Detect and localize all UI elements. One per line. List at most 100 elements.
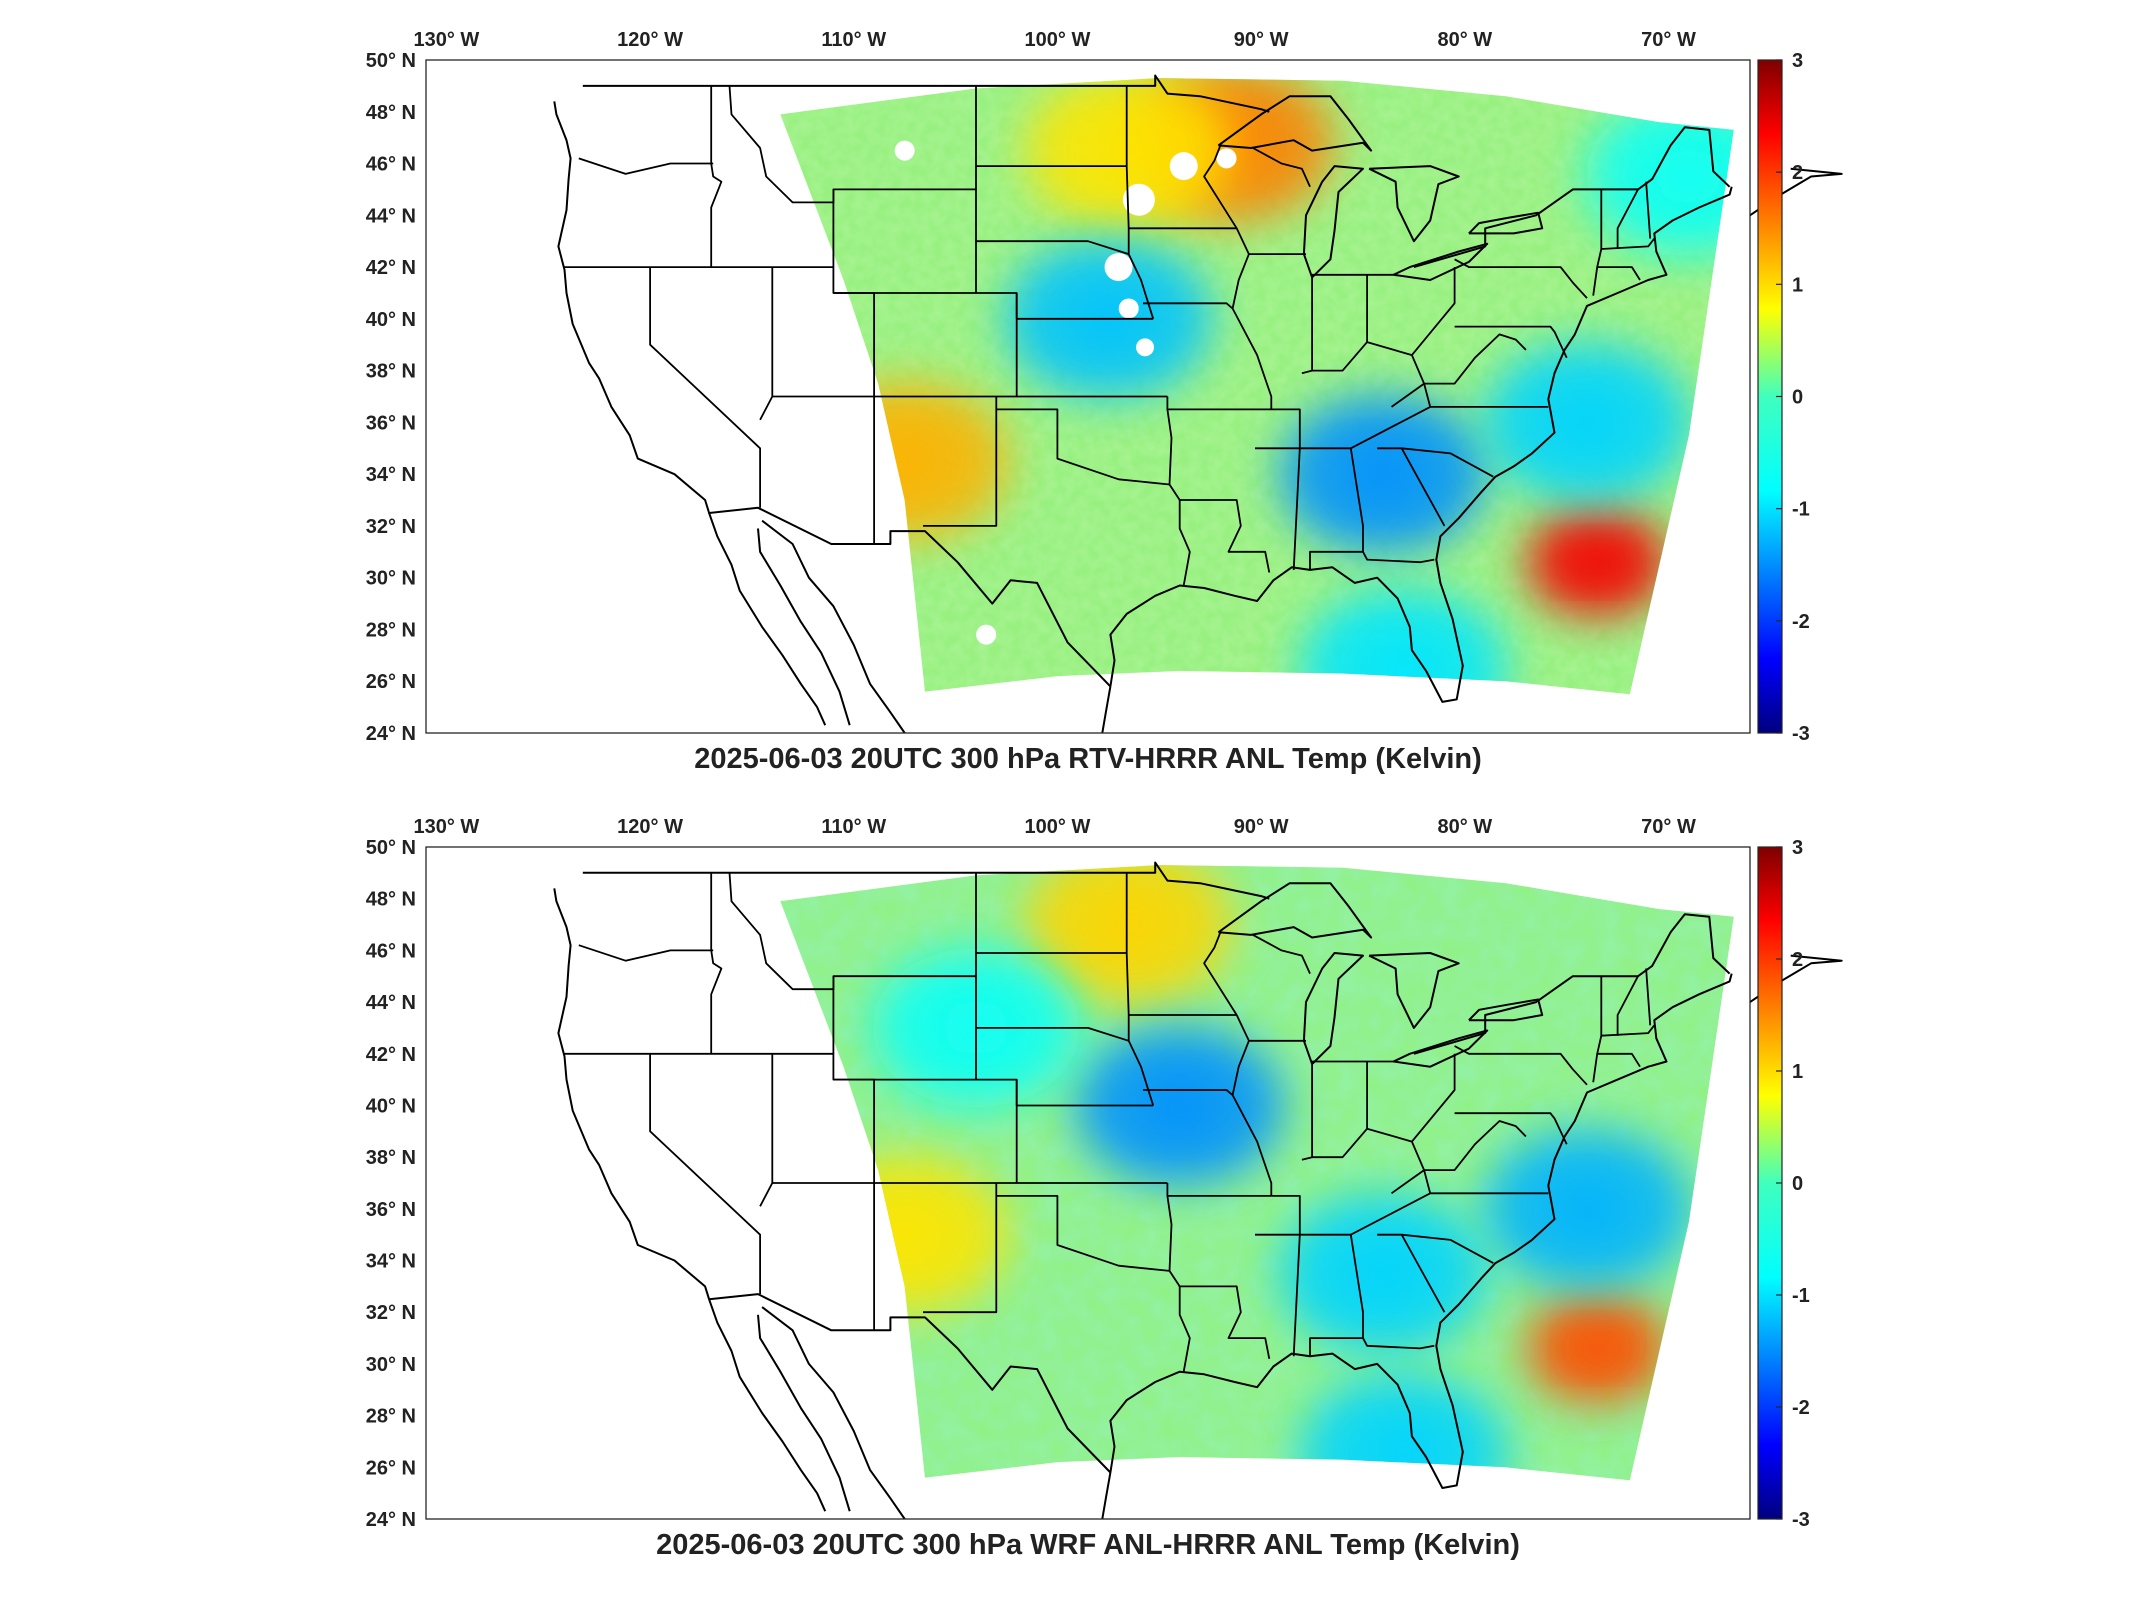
x-tick-label: 80° W [1437,816,1492,838]
missing-data-patch [976,624,997,645]
anomaly-core [1092,896,1165,953]
y-tick-label: 38° N [366,361,416,383]
state-boundary [1454,258,1588,299]
state-boundary [1411,267,1456,356]
state-boundary [1390,333,1527,408]
missing-data-patch [1136,338,1155,357]
state-boundary [1271,1192,1549,1236]
state-boundary [1178,500,1191,586]
colorbar-tick-label: 0 [1792,387,1803,409]
x-tick-label: 80° W [1437,29,1492,51]
missing-data-patch [1118,298,1139,319]
state-boundary [1292,1234,1301,1357]
y-tick-label: 34° N [366,1251,416,1273]
state-boundary [1454,1112,1568,1145]
state-boundary [1616,975,1639,1036]
missing-data-patch [894,140,915,161]
state-boundary [1179,1285,1271,1359]
coastline [708,1293,1112,1474]
state-boundary [1377,447,1446,527]
state-boundary [1292,448,1301,570]
state-boundary [1179,499,1271,573]
y-tick-label: 30° N [366,568,416,590]
y-tick-label: 24° N [366,1509,416,1531]
state-boundary [710,872,723,1054]
panel-1: 130° W 120° W 110° W 100° W 90° W 80° W 70° W 5… [366,29,1843,775]
state-boundary [649,267,761,508]
colorbar-tick-label: 1 [1792,1061,1803,1083]
state-boundary [1015,293,1168,398]
y-tick-label: 32° N [366,516,416,538]
coastline [553,888,827,1512]
missing-data-patch [1104,253,1133,282]
coastline [757,1314,851,1512]
state-boundary [1166,1183,1272,1197]
state-boundary [1645,968,1652,1026]
state-boundary [923,1195,998,1314]
anomaly-core [1347,1245,1420,1302]
y-tick-label: 50° N [366,837,416,859]
state-boundary [728,85,976,204]
state-boundary [923,409,998,527]
state-boundary [728,872,976,991]
state-boundary [1125,872,1237,1016]
state-boundary [976,1027,1129,1042]
anomaly-core [1092,122,1165,179]
state-boundary [1597,266,1641,281]
colorbar-tick-label: 3 [1792,50,1803,72]
state-boundary [1362,551,1435,564]
map-outlines [553,74,1843,734]
state-boundary [1203,145,1238,229]
lake-outline [1368,165,1460,243]
colorbar-tick-label: 2 [1792,162,1803,184]
coastline [1413,913,1731,1055]
colorbar-tick-label: -3 [1792,723,1810,745]
coastline [708,506,1112,688]
anomaly-core [1572,1329,1622,1368]
lake-outline [1302,952,1364,1065]
state-boundary [1015,1079,1168,1184]
state-boundary [1390,1120,1527,1195]
state-boundary [1203,931,1238,1016]
anomaly-core [1572,542,1622,582]
y-tick-label: 32° N [366,1302,416,1324]
state-boundary [1592,189,1603,296]
coastline [553,101,827,726]
lake-outline [1368,952,1460,1029]
coastline [761,519,906,734]
state-boundary [1178,1286,1191,1372]
state-boundary [649,1053,761,1295]
coastline [1101,1472,1112,1520]
anomaly-core [1551,1180,1624,1237]
colorbar-tick-label: 3 [1792,837,1803,859]
temperature-field [780,78,1734,695]
state-boundary [1377,1233,1446,1313]
lake-outline [1217,882,1373,939]
state-boundary [1454,325,1568,359]
colorbar-tick-label: -1 [1792,499,1810,521]
y-tick-label: 44° N [366,205,416,227]
x-tick-label: 120° W [617,816,683,838]
state-boundary [1252,147,1311,188]
state-boundary [1597,1052,1641,1068]
state-boundary [1166,396,1272,411]
panel-title: 2025-06-03 20UTC 300 hPa WRF ANL-HRRR AN… [656,1529,1520,1561]
missing-data-patch [1122,183,1155,216]
y-tick-label: 28° N [366,1406,416,1428]
panel-2: 130° W 120° W 110° W 100° W 90° W 80° W 70° W 5… [366,816,1843,1561]
coastline [1109,186,1733,703]
y-tick-label: 48° N [366,102,416,124]
y-tick-label: 30° N [366,1354,416,1376]
x-tick-label: 70° W [1641,29,1696,51]
x-tick-label: 90° W [1234,29,1289,51]
anomaly-core [1143,1077,1216,1134]
state-boundary [1362,1337,1435,1350]
anomaly-core [1551,394,1624,451]
state-boundary [1401,1233,1494,1264]
colorbar-tick-label: 1 [1792,274,1803,296]
coastline [582,74,1270,113]
x-tick-label: 110° W [821,816,886,838]
state-boundary [1166,409,1173,485]
y-tick-label: 38° N [366,1147,416,1169]
